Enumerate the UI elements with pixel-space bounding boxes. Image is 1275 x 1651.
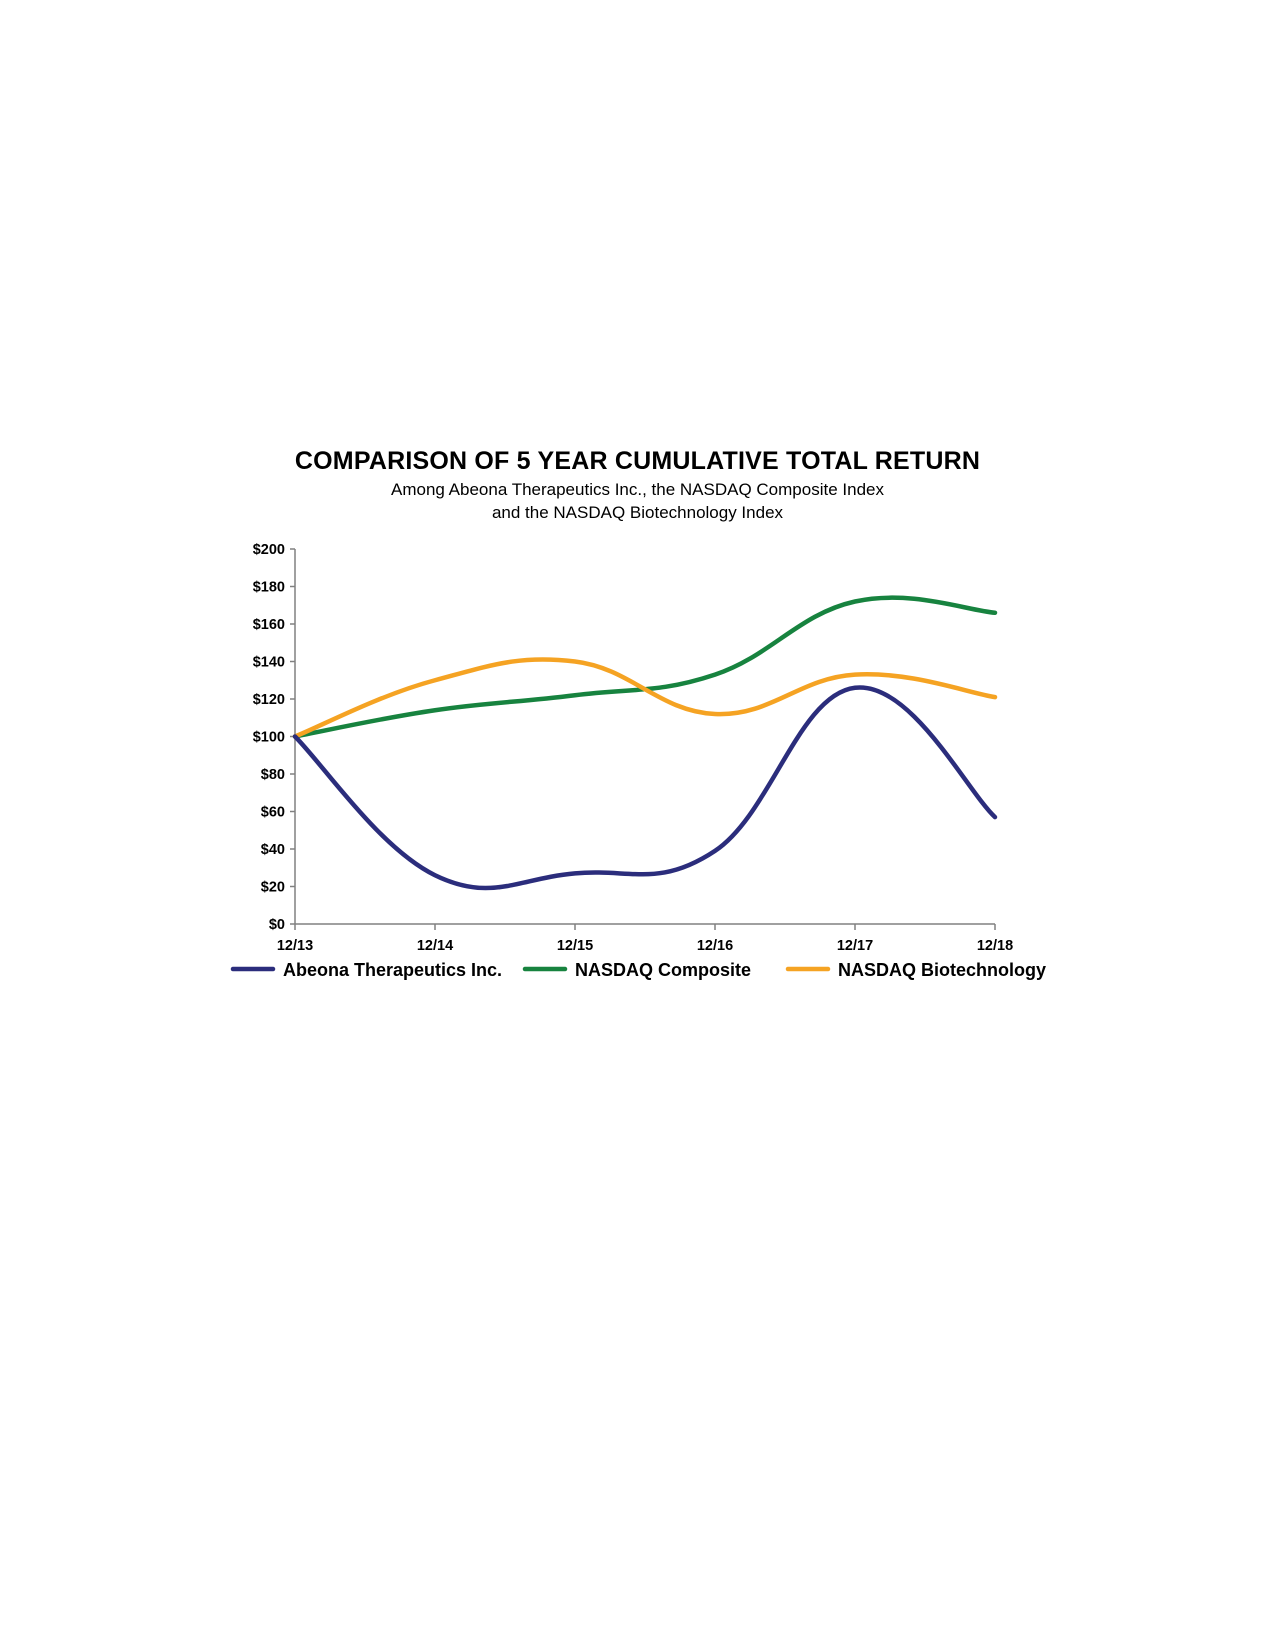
legend-label-nasdaq-biotechnology: NASDAQ Biotechnology [838, 960, 1046, 980]
y-tick-label: $0 [269, 917, 285, 933]
y-tick-label: $100 [253, 730, 285, 746]
series-line-abeona-therapeutics-inc [292, 685, 998, 891]
chart-title: COMPARISON OF 5 YEAR CUMULATIVE TOTAL RE… [294, 447, 981, 475]
chart-axes: $0 $20 $40 $60 $80 $100 $120 $140 $160 $180 $200 12… [253, 542, 1013, 954]
x-tick-label: 12/18 [977, 938, 1013, 954]
series-line-nasdaq-biotechnology [292, 657, 998, 739]
legend-label-nasdaq-composite: NASDAQ Composite [575, 960, 751, 980]
chart-series-lines [292, 595, 998, 891]
y-tick-label: $60 [261, 805, 285, 821]
chart-subtitle-line-1: Among Abeona Therapeutics Inc., the NASD… [391, 480, 884, 499]
chart-legend: Abeona Therapeutics Inc. NASDAQ Composite… [230, 960, 1046, 980]
y-tick-label: $160 [253, 617, 285, 633]
y-tick-label: $200 [253, 542, 285, 558]
x-tick-label: 12/13 [277, 938, 313, 954]
legend-label-abeona-therapeutics-inc: Abeona Therapeutics Inc. [283, 960, 502, 980]
y-tick-label: $140 [253, 655, 285, 671]
y-tick-label: $80 [261, 767, 285, 783]
y-tick-label: $120 [253, 692, 285, 708]
chart-subtitle-line-2: and the NASDAQ Biotechnology Index [491, 503, 784, 522]
x-tick-label: 12/15 [557, 938, 593, 954]
y-tick-label: $180 [253, 580, 285, 596]
series-line-nasdaq-composite [292, 595, 998, 739]
x-tick-label: 12/14 [417, 938, 453, 954]
y-tick-label: $20 [261, 880, 285, 896]
x-tick-label: 12/16 [697, 938, 733, 954]
x-tick-label: 12/17 [837, 938, 873, 954]
y-tick-label: $40 [261, 842, 285, 858]
